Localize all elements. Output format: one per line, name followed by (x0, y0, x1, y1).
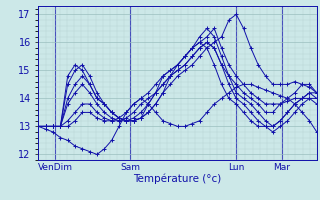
X-axis label: Température (°c): Température (°c) (133, 173, 222, 184)
